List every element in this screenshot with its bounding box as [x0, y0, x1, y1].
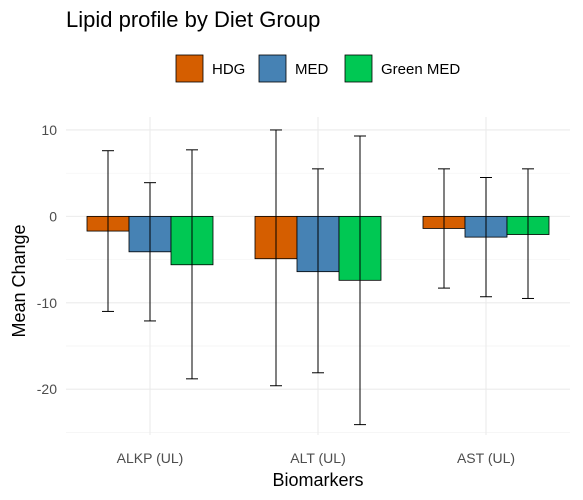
- legend-swatch: [175, 54, 204, 83]
- error-bar: [480, 176, 492, 298]
- error-bar: [312, 168, 324, 374]
- legend-swatch: [258, 54, 287, 83]
- legend: HDG MED Green MED: [175, 54, 460, 83]
- legend-item: HDG: [175, 54, 245, 83]
- error-bars: [102, 129, 534, 426]
- x-tick-label: ALT (UL): [290, 450, 346, 466]
- y-tick-label: -10: [37, 295, 57, 311]
- legend-label: Green MED: [381, 61, 460, 78]
- legend-item: Green MED: [344, 54, 460, 83]
- x-axis-ticks: ALKP (UL) ALT (UL) AST (UL): [117, 450, 515, 466]
- chart-title: Lipid profile by Diet Group: [66, 7, 320, 32]
- error-bar: [522, 168, 534, 299]
- error-bar: [270, 129, 282, 387]
- x-tick-label: ALKP (UL): [117, 450, 184, 466]
- y-tick-label: 10: [41, 122, 57, 138]
- legend-swatch: [344, 54, 373, 83]
- error-bar: [354, 135, 366, 426]
- y-tick-label: 0: [49, 208, 57, 224]
- legend-label: HDG: [212, 61, 245, 78]
- legend-label: MED: [295, 61, 329, 78]
- x-axis-title: Biomarkers: [272, 470, 363, 490]
- error-bar: [186, 149, 198, 380]
- x-tick-label: AST (UL): [457, 450, 515, 466]
- legend-item: MED: [258, 54, 329, 83]
- y-axis-ticks: -20 -10 0 10: [37, 122, 57, 397]
- y-axis-title: Mean Change: [9, 224, 29, 337]
- y-tick-label: -20: [37, 381, 57, 397]
- error-bar: [102, 150, 114, 312]
- error-bar: [144, 182, 156, 322]
- error-bar: [438, 168, 450, 289]
